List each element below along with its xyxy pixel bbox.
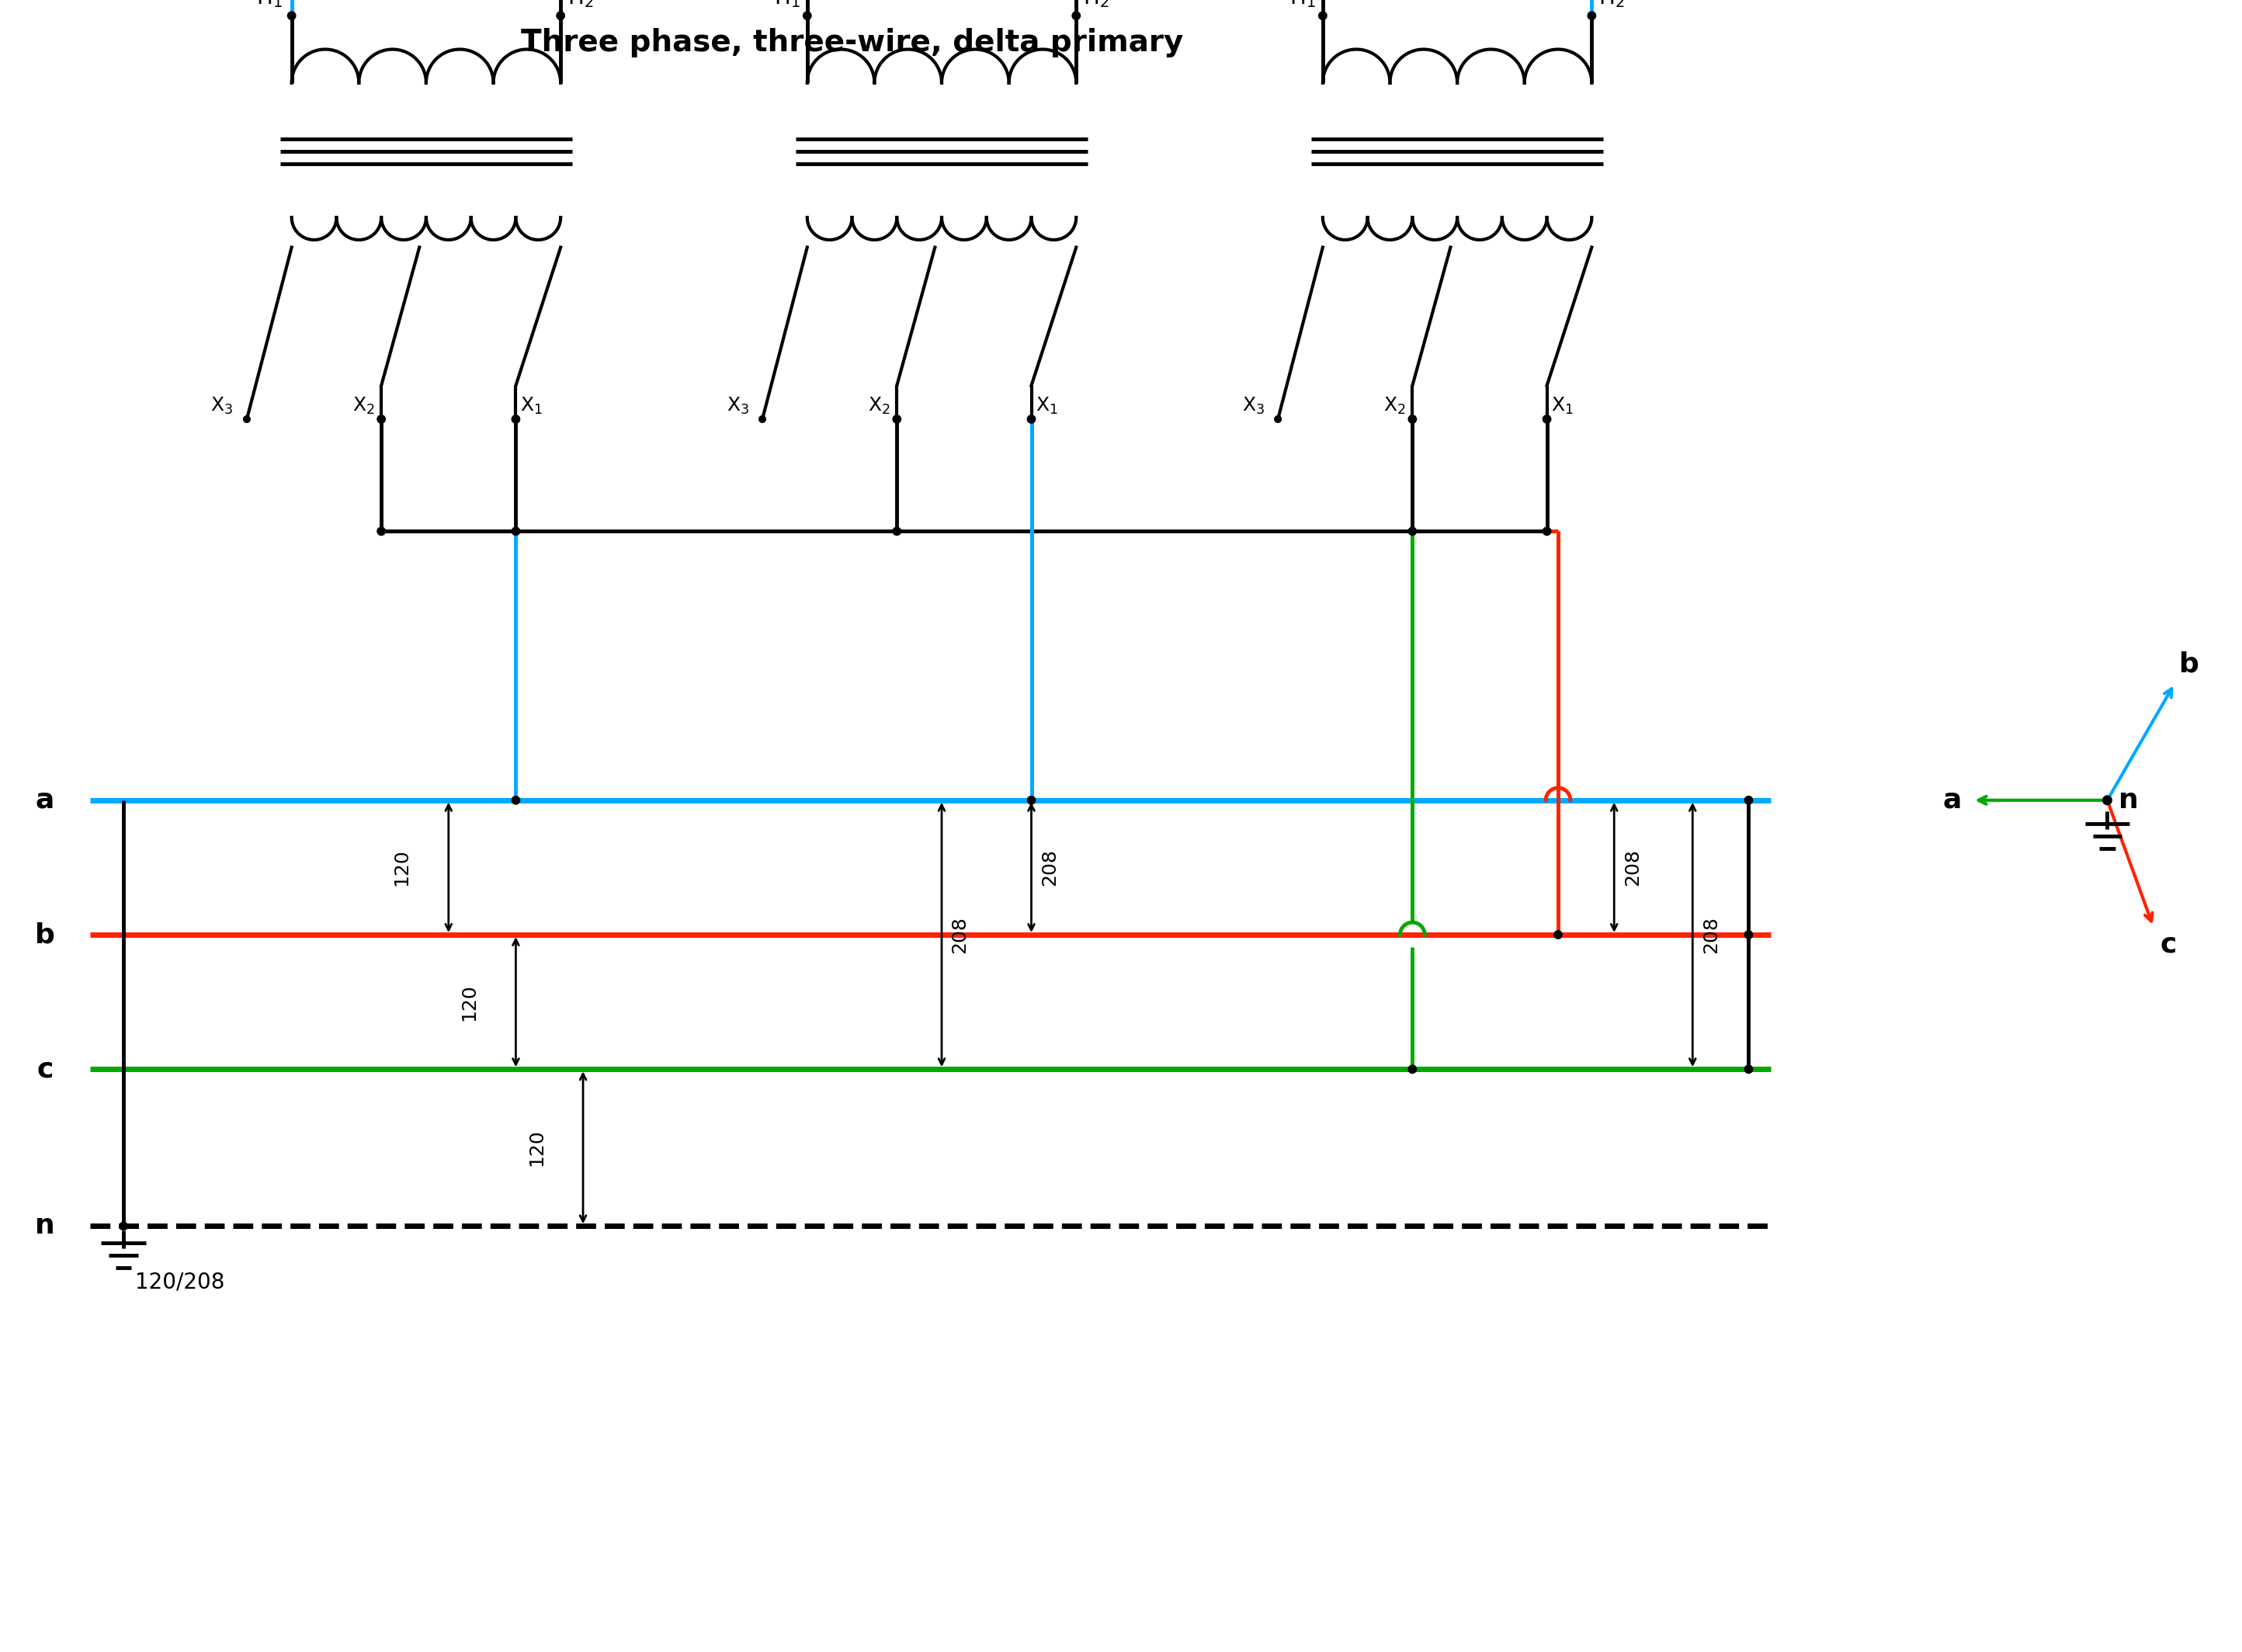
Circle shape [244,416,251,423]
Text: 120: 120 [527,1128,545,1166]
Circle shape [892,415,901,423]
Text: 208: 208 [1702,917,1720,953]
Circle shape [2103,796,2112,805]
Text: X$_3$: X$_3$ [726,395,749,416]
Circle shape [287,12,296,20]
Text: c: c [36,1056,54,1082]
Text: n: n [2119,786,2139,813]
Circle shape [377,415,386,423]
Text: X$_3$: X$_3$ [211,395,233,416]
Circle shape [1744,796,1753,805]
Circle shape [892,527,901,535]
Circle shape [1408,1066,1417,1074]
Text: 208: 208 [1040,849,1058,885]
Text: b: b [2179,651,2199,677]
Text: a: a [36,786,54,813]
Text: 120: 120 [460,983,478,1021]
Text: 120: 120 [392,849,410,885]
Text: a: a [1942,786,1962,813]
Text: n: n [36,1213,56,1239]
Text: H$_2$: H$_2$ [1599,0,1625,8]
Circle shape [1542,527,1551,535]
Text: X$_1$: X$_1$ [520,395,543,416]
Circle shape [377,527,386,535]
Circle shape [760,416,767,423]
Text: H$_2$: H$_2$ [1083,0,1110,8]
Circle shape [1027,796,1036,805]
Text: X$_2$: X$_2$ [352,395,374,416]
Circle shape [1554,930,1563,938]
Circle shape [1587,12,1596,20]
Text: 208: 208 [951,917,969,953]
Text: 120/208: 120/208 [135,1272,224,1294]
Circle shape [511,415,520,423]
Circle shape [1408,415,1417,423]
Circle shape [1408,527,1417,535]
Circle shape [1072,12,1081,20]
Circle shape [1542,415,1551,423]
Text: Three phase, three-wire, delta primary: Three phase, three-wire, delta primary [520,28,1184,58]
Text: X$_2$: X$_2$ [1383,395,1406,416]
Circle shape [1027,415,1036,423]
Text: H$_1$: H$_1$ [1289,0,1316,8]
Circle shape [119,1222,128,1231]
Text: X$_1$: X$_1$ [1036,395,1058,416]
Text: H$_1$: H$_1$ [256,0,282,8]
Text: H$_1$: H$_1$ [773,0,800,8]
Text: X$_1$: X$_1$ [1551,395,1574,416]
Text: 208: 208 [1623,849,1641,885]
Circle shape [803,12,812,20]
Text: H$_2$: H$_2$ [567,0,594,8]
Circle shape [1318,12,1327,20]
Text: c: c [2159,932,2177,958]
Text: X$_3$: X$_3$ [1242,395,1264,416]
Circle shape [1273,416,1280,423]
Circle shape [1744,1066,1753,1074]
Text: b: b [36,922,56,948]
Text: X$_2$: X$_2$ [868,395,890,416]
Circle shape [556,12,565,20]
Circle shape [511,796,520,805]
Circle shape [1744,930,1753,938]
Circle shape [511,527,520,535]
